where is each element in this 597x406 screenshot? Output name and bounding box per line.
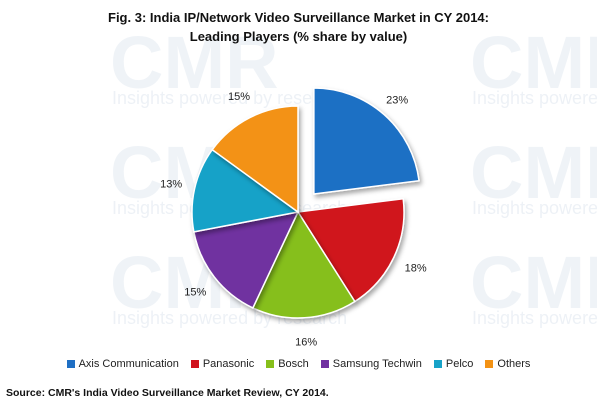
legend-label: Pelco [445, 358, 474, 370]
legend-item: Bosch [266, 358, 309, 370]
legend-label: Others [497, 358, 531, 370]
legend-item: Samsung Techwin [320, 358, 422, 370]
watermark-tagline: Insights powered by research [112, 88, 347, 108]
legend-label: Samsung Techwin [332, 358, 422, 370]
data-label: 15% [184, 287, 206, 299]
watermark-logo: CMR [470, 131, 597, 214]
watermark-tagline: Insights powered by research [472, 88, 597, 108]
legend-item: Others [485, 358, 530, 370]
data-label: 13% [160, 179, 182, 191]
pie-slice-panasonic [296, 197, 405, 303]
data-label: 16% [295, 337, 317, 349]
legend-swatch [320, 360, 329, 368]
pie-slice-samsung-techwin [193, 210, 300, 309]
data-label: 18% [405, 262, 427, 274]
pie-slice-axis-communication [313, 87, 420, 195]
legend-item: Pelco [433, 358, 474, 370]
pie-slice-bosch [251, 210, 356, 319]
legend-item: Panasonic [190, 358, 255, 370]
watermark-logo: CMR [470, 241, 597, 324]
pie-slice-others [211, 105, 299, 214]
legend-label: Bosch [278, 358, 309, 370]
watermark-logo: CMR [470, 21, 597, 104]
legend-item: Axis Communication [66, 358, 179, 370]
data-label: 15% [228, 91, 250, 103]
watermark-tagline: Insights powered by research [472, 198, 597, 218]
legend-swatch [485, 360, 494, 368]
legend-swatch [66, 360, 75, 368]
pie-slice-pelco [191, 148, 300, 233]
data-label: 23% [386, 94, 408, 106]
chart-title-line-1: Fig. 3: India IP/Network Video Surveilla… [108, 10, 489, 25]
chart-legend: Axis Communication Panasonic Bosch Samsung … [0, 358, 597, 370]
source-note: Source: CMR's India Video Surveillance M… [6, 387, 329, 399]
legend-swatch [266, 360, 275, 368]
legend-label: Panasonic [202, 358, 255, 370]
chart-title-line-2: Leading Players (% share by value) [189, 29, 408, 44]
watermark-tagline: Insights powered by research [472, 308, 597, 328]
legend-label: Axis Communication [78, 358, 179, 370]
legend-swatch [433, 360, 442, 368]
chart-title: Fig. 3: India IP/Network Video Surveilla… [0, 8, 597, 46]
legend-swatch [190, 360, 199, 368]
watermark-logo: CMR [110, 21, 279, 104]
